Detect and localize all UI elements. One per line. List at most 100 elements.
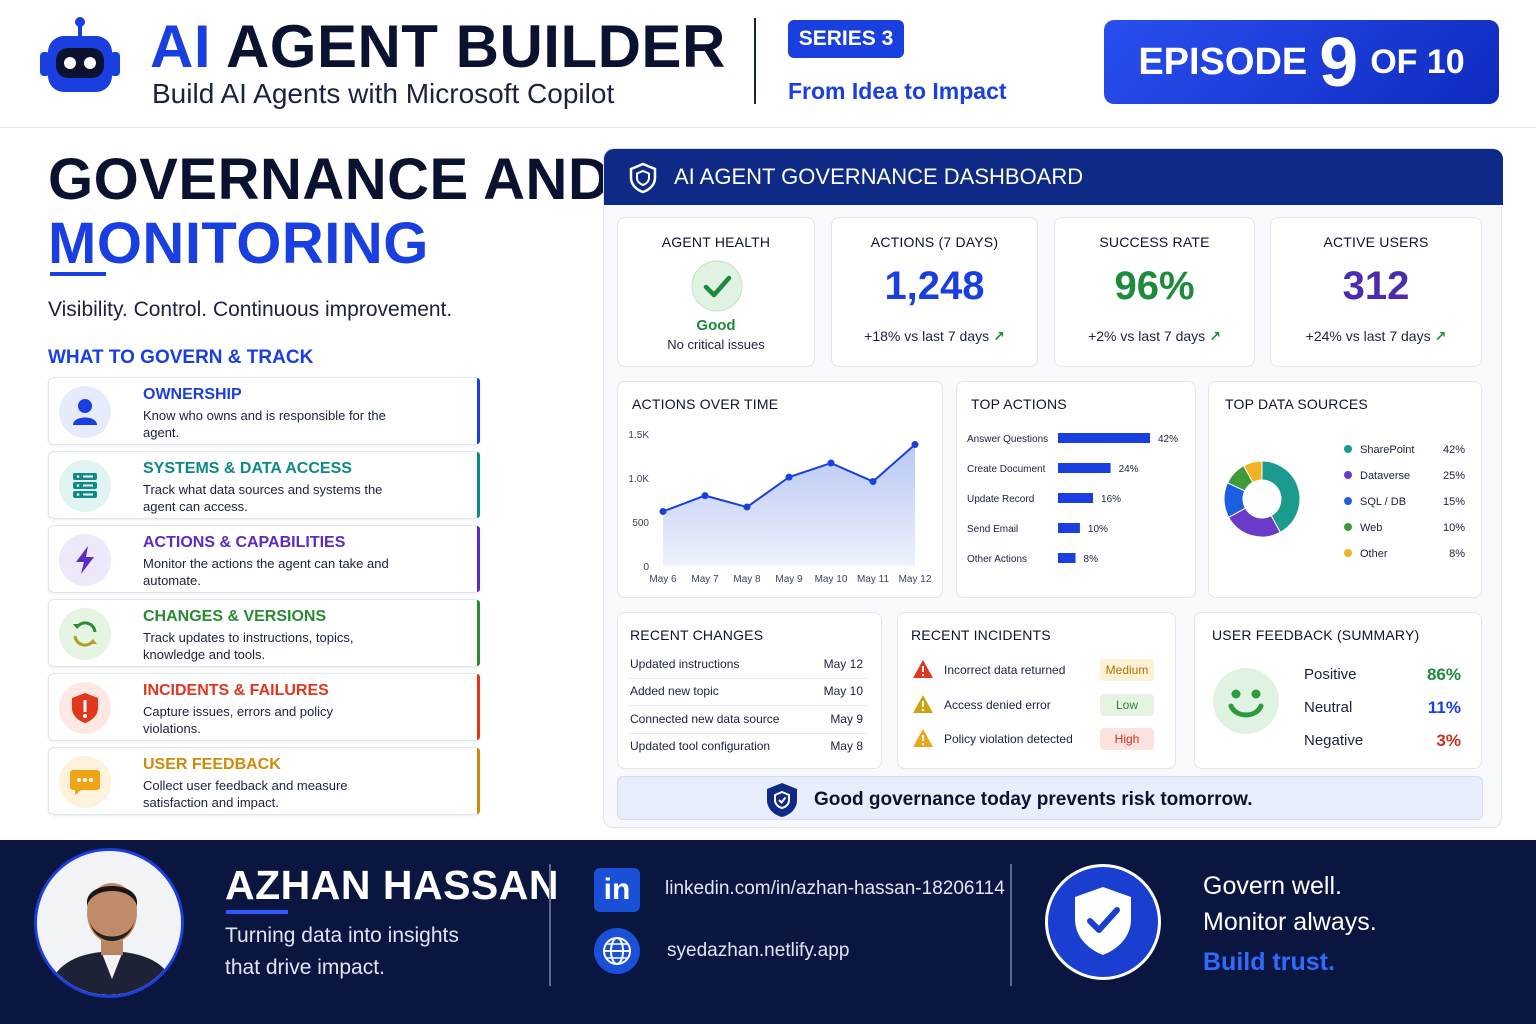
banner-text: Good governance today prevents risk tomo…	[814, 789, 1253, 810]
x-tick-label: May 10	[815, 574, 848, 585]
refresh-icon	[59, 608, 111, 660]
legend-value: 8%	[1449, 548, 1465, 560]
page-title-line2: MONITORING	[48, 211, 429, 276]
card-accent-bar	[477, 378, 480, 444]
donut-slice[interactable]	[1261, 460, 1301, 533]
legend-swatch	[1344, 471, 1352, 479]
bar[interactable]	[1058, 523, 1080, 533]
change-date: May 8	[830, 739, 863, 753]
kpi-value: 312	[1342, 264, 1410, 308]
title-underline	[50, 272, 106, 276]
motto-line-1: Govern well.	[1203, 872, 1342, 900]
legend-label: Web	[1360, 522, 1382, 534]
author-photo	[34, 848, 184, 998]
bar[interactable]	[1058, 493, 1094, 503]
area-fill	[663, 444, 915, 566]
card-title: INCIDENTS & FAILURES	[143, 682, 329, 699]
chart-title: TOP ACTIONS	[971, 396, 1067, 412]
kpi-label: SUCCESS RATE	[1099, 234, 1210, 250]
data-point[interactable]	[911, 441, 919, 449]
top-data-sources-panel[interactable]: TOP DATA SOURCES SharePoint 42% Dataverse 2…	[1208, 381, 1482, 598]
incident-item: Policy violation detected	[944, 732, 1073, 746]
govern-card-ownership[interactable]: OWNERSHIP Know who owns and is responsib…	[48, 377, 480, 445]
smiley-icon	[1213, 668, 1279, 734]
incident-item: Access denied error	[944, 698, 1051, 712]
donut-slice[interactable]	[1243, 460, 1263, 484]
kpi-trend: +18% vs last 7 days ↗	[832, 328, 1037, 345]
robot-icon	[40, 17, 120, 92]
actions-over-time-panel[interactable]: ACTIONS OVER TIME 0 500 1.0K 1.5K May 6 May 7…	[617, 381, 943, 598]
card-desc: Track what data sources and systems the …	[143, 482, 383, 514]
bar-category-label: Create Document	[967, 464, 1046, 475]
globe-icon	[594, 928, 640, 974]
kpi-trend: +2% vs last 7 days ↗	[1055, 328, 1254, 345]
page-title-line1: GOVERNANCE AND	[48, 147, 611, 212]
feedback-label: Positive	[1304, 666, 1357, 683]
dashboard-title: AI AGENT GOVERNANCE DASHBOARD	[674, 164, 1084, 189]
data-point[interactable]	[701, 492, 709, 500]
warning-icon	[913, 729, 933, 747]
linkedin-icon: in	[594, 868, 640, 912]
alert-shield-icon	[59, 682, 111, 734]
author-name: AZHAN HASSAN	[225, 862, 559, 908]
legend-swatch	[1344, 497, 1352, 505]
govern-card-changes[interactable]: CHANGES & VERSIONS Track updates to inst…	[48, 599, 480, 667]
card-desc: Monitor the actions the agent can take a…	[143, 556, 389, 588]
motto-line-2: Monitor always.	[1203, 908, 1377, 936]
x-tick-label: May 11	[857, 574, 889, 585]
y-tick-label: 1.5K	[628, 430, 649, 441]
bar-chart: Answer Questions 42% Create Document 24% Upd…	[967, 433, 1178, 565]
user-feedback-panel[interactable]: USER FEEDBACK (SUMMARY) Positive 86% Neu…	[1194, 612, 1482, 769]
data-point[interactable]	[827, 459, 835, 467]
change-item: Updated instructions	[630, 657, 740, 671]
govern-card-systems[interactable]: SYSTEMS & DATA ACCESS Track what data so…	[48, 451, 480, 519]
series-tagline: From Idea to Impact	[788, 78, 1007, 104]
kpi-actions-card[interactable]: ACTIONS (7 DAYS) 1,248 +18% vs last 7 da…	[831, 217, 1038, 367]
card-accent-bar	[477, 748, 480, 814]
data-point[interactable]	[743, 503, 751, 511]
legend-value: 10%	[1443, 522, 1465, 534]
linkedin-link[interactable]: linkedin.com/in/azhan-hassan-18206114	[665, 878, 1005, 899]
health-status: Good	[696, 317, 736, 334]
agent-health-card[interactable]: AGENT HEALTH Good No critical issues	[617, 217, 815, 367]
line-chart: 0 500 1.0K 1.5K May 6 May 7 May 8 May 9 May 10 Ma…	[628, 430, 932, 585]
bar[interactable]	[1058, 553, 1076, 563]
legend-label: Dataverse	[1360, 470, 1410, 482]
x-tick-label: May 8	[733, 574, 761, 585]
bar[interactable]	[1058, 463, 1111, 473]
change-date: May 12	[823, 657, 863, 671]
donut-chart: SharePoint 42% Dataverse 25% SQL / DB 15% Web 1…	[1223, 444, 1465, 560]
data-point[interactable]	[659, 507, 667, 515]
kpi-label: ACTIONS (7 DAYS)	[870, 234, 999, 250]
govern-card-actions[interactable]: ACTIONS & CAPABILITIES Monitor the actio…	[48, 525, 480, 593]
recent-incidents-panel[interactable]: RECENT INCIDENTS Incorrect data returned…	[897, 612, 1176, 769]
footer-divider	[1010, 864, 1012, 986]
chat-icon	[59, 756, 111, 808]
x-tick-label: May 12	[899, 574, 932, 585]
feedback-value: 3%	[1436, 731, 1461, 750]
recent-changes-panel[interactable]: RECENT CHANGES Updated instructions May …	[617, 612, 882, 769]
card-desc: Collect user feedback and measure satisf…	[143, 778, 348, 810]
govern-card-incidents[interactable]: INCIDENTS & FAILURES Capture issues, err…	[48, 673, 480, 741]
kpi-success-card[interactable]: SUCCESS RATE 96% +2% vs last 7 days ↗	[1054, 217, 1255, 367]
author-tagline-2: that drive impact.	[225, 956, 385, 979]
x-tick-label: May 6	[649, 574, 677, 585]
card-title: OWNERSHIP	[143, 386, 242, 403]
data-point[interactable]	[785, 473, 793, 481]
kpi-users-card[interactable]: ACTIVE USERS 312 +24% vs last 7 days ↗	[1270, 217, 1482, 367]
shield-check-icon	[1045, 864, 1161, 980]
bar[interactable]	[1058, 433, 1150, 443]
chart-title: TOP DATA SOURCES	[1225, 396, 1368, 412]
change-date: May 10	[823, 684, 863, 698]
govern-card-feedback[interactable]: USER FEEDBACK Collect user feedback and …	[48, 747, 480, 815]
card-title: ACTIONS & CAPABILITIES	[143, 534, 346, 551]
legend-value: 42%	[1443, 444, 1465, 456]
x-tick-label: May 7	[691, 574, 719, 585]
top-actions-panel[interactable]: TOP ACTIONS Answer Questions 42% Create Do…	[956, 381, 1196, 598]
data-point[interactable]	[869, 478, 877, 486]
y-tick-label: 1.0K	[628, 474, 649, 485]
header: AI AGENT BUILDER Build AI Agents with Mi…	[0, 0, 1536, 128]
page-tagline: Visibility. Control. Continuous improvem…	[48, 298, 453, 321]
legend-label: SQL / DB	[1360, 496, 1406, 508]
website-link[interactable]: syedazhan.netlify.app	[667, 940, 850, 961]
